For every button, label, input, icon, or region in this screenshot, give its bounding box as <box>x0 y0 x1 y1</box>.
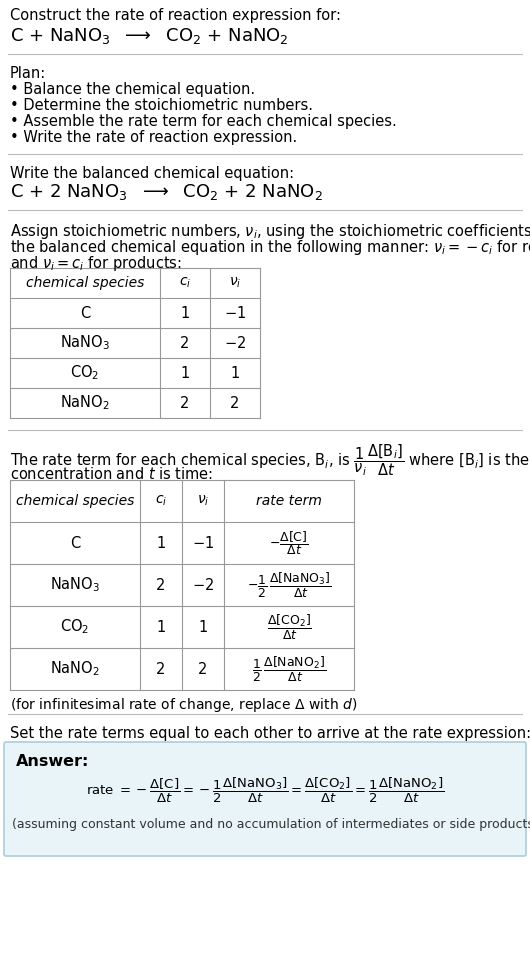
Text: Assign stoichiometric numbers, $\nu_i$, using the stoichiometric coefficients, $: Assign stoichiometric numbers, $\nu_i$, … <box>10 222 530 241</box>
Text: the balanced chemical equation in the following manner: $\nu_i = -c_i$ for react: the balanced chemical equation in the fo… <box>10 238 530 257</box>
Text: • Assemble the rate term for each chemical species.: • Assemble the rate term for each chemic… <box>10 114 397 129</box>
FancyBboxPatch shape <box>4 742 526 856</box>
Text: chemical species: chemical species <box>26 276 144 290</box>
Text: $-\dfrac{1}{2}\,\dfrac{\Delta[\mathrm{NaNO_3}]}{\Delta t}$: $-\dfrac{1}{2}\,\dfrac{\Delta[\mathrm{Na… <box>247 571 331 599</box>
Text: $\nu_i$: $\nu_i$ <box>229 276 241 290</box>
Text: 2: 2 <box>156 578 166 592</box>
Text: 1: 1 <box>198 620 208 634</box>
Text: $-\dfrac{\Delta[\mathrm{C}]}{\Delta t}$: $-\dfrac{\Delta[\mathrm{C}]}{\Delta t}$ <box>269 529 309 557</box>
Text: rate term: rate term <box>256 494 322 508</box>
Text: $\dfrac{1}{2}\,\dfrac{\Delta[\mathrm{NaNO_2}]}{\Delta t}$: $\dfrac{1}{2}\,\dfrac{\Delta[\mathrm{NaN… <box>252 655 326 683</box>
Text: • Write the rate of reaction expression.: • Write the rate of reaction expression. <box>10 130 297 145</box>
Text: C + 2 NaNO$_3$  $\longrightarrow$  CO$_2$ + 2 NaNO$_2$: C + 2 NaNO$_3$ $\longrightarrow$ CO$_2$ … <box>10 182 323 202</box>
Text: and $\nu_i = c_i$ for products:: and $\nu_i = c_i$ for products: <box>10 254 182 273</box>
Text: 2: 2 <box>180 395 190 411</box>
Text: • Balance the chemical equation.: • Balance the chemical equation. <box>10 82 255 97</box>
Text: concentration and $t$ is time:: concentration and $t$ is time: <box>10 466 213 482</box>
Text: rate $= -\dfrac{\Delta[\mathrm{C}]}{\Delta t} = -\dfrac{1}{2}\dfrac{\Delta[\math: rate $= -\dfrac{\Delta[\mathrm{C}]}{\Del… <box>86 775 444 804</box>
Text: Write the balanced chemical equation:: Write the balanced chemical equation: <box>10 166 294 181</box>
Text: Construct the rate of reaction expression for:: Construct the rate of reaction expressio… <box>10 8 341 23</box>
Text: 2: 2 <box>198 662 208 676</box>
Text: 1: 1 <box>156 536 165 550</box>
Text: $\dfrac{\Delta[\mathrm{CO_2}]}{\Delta t}$: $\dfrac{\Delta[\mathrm{CO_2}]}{\Delta t}… <box>267 613 312 641</box>
Text: 1: 1 <box>231 365 240 381</box>
Text: (for infinitesimal rate of change, replace $\Delta$ with $d$): (for infinitesimal rate of change, repla… <box>10 696 357 714</box>
Text: 1: 1 <box>180 305 190 320</box>
Text: $\nu_i$: $\nu_i$ <box>197 494 209 508</box>
Text: Plan:: Plan: <box>10 66 46 81</box>
Text: Set the rate terms equal to each other to arrive at the rate expression:: Set the rate terms equal to each other t… <box>10 726 530 741</box>
Text: 1: 1 <box>180 365 190 381</box>
Text: CO$_2$: CO$_2$ <box>70 364 100 383</box>
Text: The rate term for each chemical species, B$_i$, is $\dfrac{1}{\nu_i}\dfrac{\Delt: The rate term for each chemical species,… <box>10 442 530 477</box>
Text: C: C <box>80 305 90 320</box>
Text: Answer:: Answer: <box>16 754 90 769</box>
Text: $-$2: $-$2 <box>192 577 214 593</box>
Text: $-$1: $-$1 <box>192 535 214 551</box>
Text: 2: 2 <box>156 662 166 676</box>
Text: chemical species: chemical species <box>16 494 134 508</box>
Text: (assuming constant volume and no accumulation of intermediates or side products): (assuming constant volume and no accumul… <box>12 818 530 831</box>
Text: C: C <box>70 536 80 550</box>
Text: $-$2: $-$2 <box>224 335 246 351</box>
Text: C + NaNO$_3$  $\longrightarrow$  CO$_2$ + NaNO$_2$: C + NaNO$_3$ $\longrightarrow$ CO$_2$ + … <box>10 26 289 46</box>
Text: 1: 1 <box>156 620 165 634</box>
Text: NaNO$_2$: NaNO$_2$ <box>60 393 110 412</box>
Text: • Determine the stoichiometric numbers.: • Determine the stoichiometric numbers. <box>10 98 313 113</box>
Text: NaNO$_3$: NaNO$_3$ <box>60 334 110 352</box>
Text: 2: 2 <box>180 336 190 350</box>
Text: CO$_2$: CO$_2$ <box>60 618 90 636</box>
Text: 2: 2 <box>231 395 240 411</box>
Text: $c_i$: $c_i$ <box>179 276 191 290</box>
Text: $-$1: $-$1 <box>224 305 246 321</box>
Text: NaNO$_2$: NaNO$_2$ <box>50 660 100 678</box>
Text: $c_i$: $c_i$ <box>155 494 167 508</box>
Text: NaNO$_3$: NaNO$_3$ <box>50 576 100 594</box>
